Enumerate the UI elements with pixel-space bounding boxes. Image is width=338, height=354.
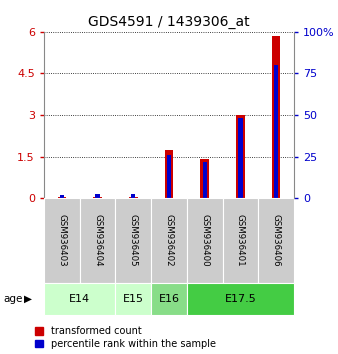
Text: E15: E15 [123,294,144,304]
Bar [129,197,138,198]
Bar [202,162,207,198]
Bar [44,283,115,315]
Bar [272,36,281,198]
Bar [151,283,187,315]
Bar [165,150,173,198]
Bar [236,115,245,198]
Text: age: age [3,294,23,304]
Bar [274,65,278,198]
Bar [95,194,100,198]
Text: E14: E14 [69,294,90,304]
Bar [200,159,209,198]
Bar [115,198,151,283]
Legend: transformed count, percentile rank within the sample: transformed count, percentile rank withi… [35,326,216,349]
Bar [80,198,115,283]
Text: ▶: ▶ [24,294,32,304]
Text: E16: E16 [159,294,179,304]
Text: GSM936405: GSM936405 [129,215,138,267]
Bar [115,283,151,315]
Title: GDS4591 / 1439306_at: GDS4591 / 1439306_at [88,16,250,29]
Bar [238,118,243,198]
Bar [44,198,80,283]
Bar [258,198,294,283]
Bar [131,194,136,198]
Text: GSM936406: GSM936406 [272,215,281,267]
Text: GSM936403: GSM936403 [57,215,66,267]
Bar [167,155,171,198]
Bar [187,198,223,283]
Text: E17.5: E17.5 [224,294,256,304]
Bar [57,197,66,198]
Bar [187,283,294,315]
Text: GSM936400: GSM936400 [200,215,209,267]
Bar [151,198,187,283]
Bar [223,198,258,283]
Bar [60,195,64,198]
Bar [93,197,102,198]
Text: GSM936401: GSM936401 [236,215,245,267]
Text: GSM936404: GSM936404 [93,215,102,267]
Text: GSM936402: GSM936402 [165,215,173,267]
